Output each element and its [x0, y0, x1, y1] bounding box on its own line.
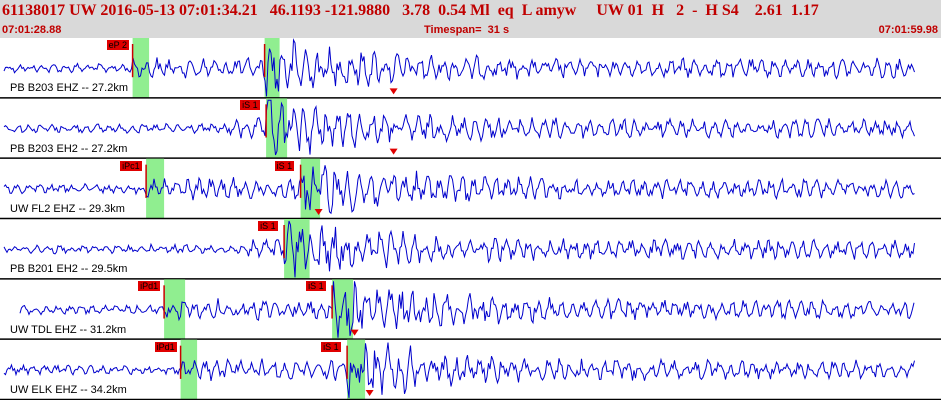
waveform-trace[interactable]: [19, 281, 915, 338]
pick-window: [146, 158, 165, 219]
window-start-time: 07:01:28.88: [2, 24, 62, 36]
station-label: UW TDL EHZ -- 31.2km: [10, 323, 127, 336]
pick-window: [180, 339, 198, 400]
arrival-marker-icon[interactable]: [350, 329, 359, 336]
pick-label[interactable]: iS 1: [306, 281, 326, 292]
pick-label[interactable]: iS 1: [240, 100, 260, 111]
pick-label[interactable]: iPc1: [120, 160, 142, 171]
pick-window: [347, 339, 366, 400]
pick-label[interactable]: iPd1: [154, 341, 177, 352]
event-summary-title: 61138017 UW 2016-05-13 07:01:34.21 46.11…: [2, 2, 819, 19]
arrival-marker-icon[interactable]: [389, 148, 398, 155]
arrival-marker-icon[interactable]: [314, 209, 323, 215]
timespan-label: Timespan= 31 s: [424, 24, 510, 36]
event-header: 61138017 UW 2016-05-13 07:01:34.21 46.11…: [0, 0, 941, 38]
station-label: PB B201 EH2 -- 29.5km: [10, 263, 128, 276]
pick-window: [164, 279, 186, 340]
pick-window: [132, 38, 150, 99]
waveform-trace[interactable]: [3, 99, 915, 156]
waveform-trace[interactable]: [3, 220, 915, 278]
seismogram-canvas[interactable]: [0, 38, 941, 400]
station-label: UW FL2 EHZ -- 29.3km: [10, 203, 125, 215]
waveform-trace[interactable]: [3, 38, 915, 97]
arrival-marker-icon[interactable]: [389, 88, 398, 95]
window-end-time: 07:01:59.98: [878, 24, 938, 36]
pick-label[interactable]: iPd1: [138, 281, 161, 292]
station-label: UW ELK EHZ -- 34.2km: [10, 384, 127, 396]
waveform-trace[interactable]: [3, 342, 915, 398]
arrival-marker-icon[interactable]: [365, 390, 374, 396]
waveform-trace[interactable]: [3, 165, 915, 215]
pick-label[interactable]: eP 2: [106, 40, 129, 50]
station-label: PB B203 EHZ -- 27.2km: [10, 82, 128, 95]
pick-label[interactable]: iS 1: [321, 341, 341, 352]
pick-label[interactable]: iS 1: [258, 221, 278, 231]
seismogram-panel[interactable]: eP 2 PB B203 EHZ -- 27.2km iS 1 PB B203 EH2…: [0, 38, 941, 400]
pick-label[interactable]: iS 1: [274, 160, 295, 171]
station-label: PB B203 EH2 -- 27.2km: [10, 142, 128, 155]
